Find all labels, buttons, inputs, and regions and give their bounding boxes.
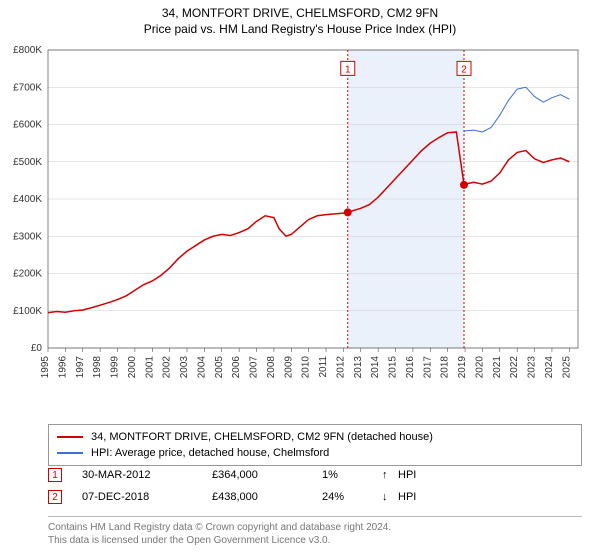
legend-label: 34, MONTFORT DRIVE, CHELMSFORD, CM2 9FN … [91,431,433,443]
transaction-row: 1 30-MAR-2012£364,0001%↑HPI [48,464,582,486]
x-tick-label: 2010 [301,356,312,379]
x-tick-label: 2014 [370,356,381,379]
footer-attribution: Contains HM Land Registry data © Crown c… [48,516,582,547]
footer-line1: Contains HM Land Registry data © Crown c… [48,521,582,534]
y-tick-label: £500K [13,157,42,168]
x-tick-label: 2025 [561,356,572,379]
y-tick-label: £0 [31,343,43,354]
x-tick-label: 2006 [231,356,242,379]
y-tick-label: £700K [13,82,42,93]
transaction-date: 07-DEC-2018 [82,491,212,503]
x-tick-label: 1997 [75,356,86,379]
x-tick-label: 2000 [127,356,138,379]
x-tick-label: 2011 [318,356,329,378]
x-tick-label: 2002 [162,356,173,379]
transaction-marker-box: 1 [48,468,62,482]
x-tick-label: 2007 [249,356,260,379]
x-tick-label: 2009 [283,356,294,379]
y-tick-label: £600K [13,120,42,131]
chart-subtitle: Price paid vs. HM Land Registry's House … [0,20,600,36]
y-tick-label: £800K [13,45,42,56]
y-tick-label: £300K [13,231,42,242]
series-hpi [464,87,569,132]
x-tick-label: 2020 [474,356,485,379]
legend-item: 34, MONTFORT DRIVE, CHELMSFORD, CM2 9FN … [57,429,573,445]
transaction-pct: 1% [322,469,382,481]
x-tick-label: 2024 [544,356,555,379]
x-tick-label: 1999 [110,356,121,379]
x-tick-label: 2023 [527,356,538,379]
x-tick-label: 2001 [144,356,155,379]
legend-label: HPI: Average price, detached house, Chel… [91,447,329,459]
transaction-date: 30-MAR-2012 [82,469,212,481]
x-tick-label: 2015 [388,356,399,379]
x-tick-label: 2018 [440,356,451,379]
transaction-pct: 24% [322,491,382,503]
x-tick-label: 2012 [335,356,346,379]
x-tick-label: 2013 [353,356,364,379]
x-tick-label: 2017 [422,356,433,379]
transaction-suffix: HPI [398,491,438,503]
marker-dot [460,181,468,189]
marker-label-text: 2 [461,64,467,75]
x-tick-label: 2021 [492,356,503,379]
arrow-icon: ↑ [382,469,398,481]
marker-dot [344,208,352,216]
legend-swatch [57,452,83,454]
chart-title: 34, MONTFORT DRIVE, CHELMSFORD, CM2 9FN [0,0,600,20]
x-tick-label: 1996 [57,356,68,379]
x-tick-label: 2003 [179,356,190,379]
x-tick-label: 2022 [509,356,520,379]
x-tick-label: 2004 [196,356,207,379]
y-tick-label: £200K [13,269,42,280]
marker-label-text: 1 [345,64,351,75]
x-tick-label: 1995 [40,356,51,379]
legend-item: HPI: Average price, detached house, Chel… [57,445,573,461]
x-tick-label: 1998 [92,356,103,379]
transaction-suffix: HPI [398,469,438,481]
x-tick-label: 2019 [457,356,468,379]
y-tick-label: £100K [13,306,42,317]
legend-box: 34, MONTFORT DRIVE, CHELMSFORD, CM2 9FN … [48,424,582,466]
x-tick-label: 2005 [214,356,225,379]
transaction-price: £364,000 [212,469,322,481]
series-property [48,132,569,313]
x-tick-label: 2008 [266,356,277,379]
x-tick-label: 2016 [405,356,416,379]
footer-line2: This data is licensed under the Open Gov… [48,534,582,547]
arrow-icon: ↓ [382,491,398,503]
transaction-marker-box: 2 [48,490,62,504]
chart-container: 34, MONTFORT DRIVE, CHELMSFORD, CM2 9FN … [0,0,600,560]
chart-svg: £0£100K£200K£300K£400K£500K£600K£700K£80… [48,44,582,384]
transaction-table: 1 30-MAR-2012£364,0001%↑HPI 2 07-DEC-2018£4… [48,464,582,508]
y-tick-label: £400K [13,194,42,205]
transaction-price: £438,000 [212,491,322,503]
transaction-row: 2 07-DEC-2018£438,00024%↓HPI [48,486,582,508]
legend-swatch [57,436,83,438]
